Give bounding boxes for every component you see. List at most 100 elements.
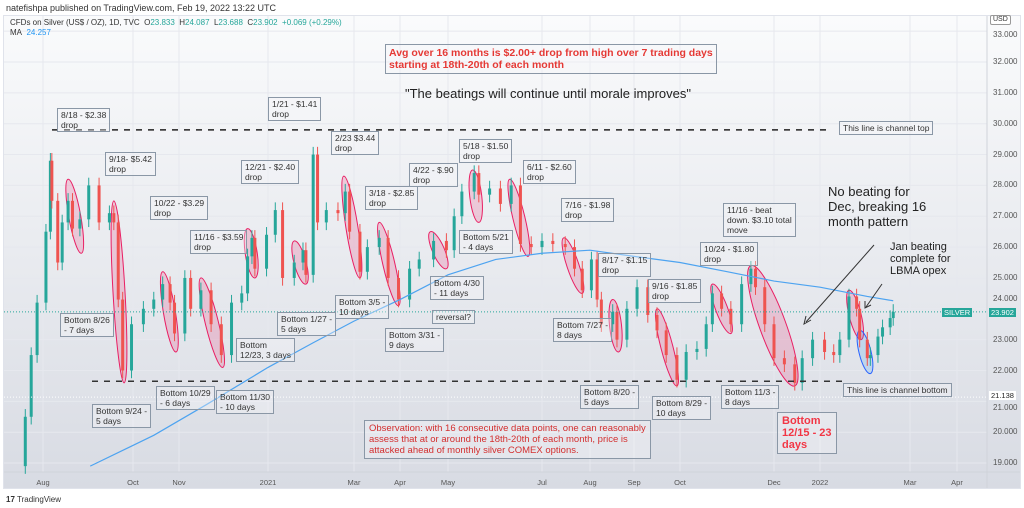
candle-body <box>695 348 699 352</box>
candle-body <box>664 330 668 356</box>
ma-label[interactable]: MA <box>10 28 22 37</box>
candle-body <box>498 188 502 204</box>
candle-body <box>250 237 254 257</box>
candle-body <box>518 185 522 245</box>
price-tick-label: 25.000 <box>993 272 1018 282</box>
close-value: 23.902 <box>253 18 278 27</box>
candle-body <box>589 259 593 291</box>
drop-zone-ellipse <box>291 240 309 285</box>
candle-body <box>563 244 567 248</box>
drop-annotation: 4/22 - $.90 drop <box>409 163 458 187</box>
candle-body <box>509 185 513 204</box>
candle-body <box>858 308 862 340</box>
drop-annotation: 11/16 - $3.59 drop <box>190 230 248 254</box>
currency-badge[interactable]: USD <box>990 15 1011 25</box>
candle-body <box>625 308 629 340</box>
candle-body <box>316 154 320 223</box>
candle-body <box>209 290 213 325</box>
candle-body <box>551 240 555 245</box>
bottom-annotation: Bottom 3/5 - 10 days <box>335 295 390 319</box>
candle-body <box>161 284 165 300</box>
high-value: 24.087 <box>185 18 210 27</box>
price-tick-label: 27.000 <box>993 211 1018 221</box>
candle-body <box>397 277 401 300</box>
close-label: C <box>247 18 254 27</box>
drop-annotation: 6/11 - $2.60 drop <box>523 160 576 184</box>
candle-body <box>311 154 315 275</box>
price-tick-label: 30.000 <box>993 118 1018 128</box>
time-tick-label: 2021 <box>259 478 277 487</box>
candle-body <box>292 262 296 278</box>
bottom-annotation: Bottom 4/30 - 11 days <box>430 276 484 300</box>
bottom-annotation: Bottom 9/24 - 5 days <box>92 404 152 428</box>
ma-value: 24.257 <box>26 28 51 37</box>
candle-body <box>646 287 650 315</box>
candle-body <box>800 358 804 383</box>
candle-body <box>615 311 619 340</box>
candle-body <box>838 339 842 356</box>
candle-body <box>675 355 679 380</box>
candle-body <box>529 244 533 248</box>
price-tick-label: 28.000 <box>993 180 1018 190</box>
time-tick-label: Apr <box>394 478 406 487</box>
price-tick-label: 21.000 <box>993 403 1018 413</box>
candle-body <box>199 290 203 309</box>
drop-annotation: 11/16 - beat down. $3.10 total move <box>723 203 796 237</box>
candle-body <box>432 240 436 260</box>
candle-body <box>684 351 688 380</box>
candle-body <box>71 200 75 229</box>
candle-body <box>868 355 872 359</box>
time-tick-label: Aug <box>583 478 597 487</box>
headline-annotation: Avg over 16 months is $2.00+ drop from h… <box>385 44 717 74</box>
candle-body <box>230 302 234 356</box>
candle-body <box>173 302 177 334</box>
drop-zone-ellipse <box>341 175 363 279</box>
marker-price-tag: 21.138 <box>989 391 1016 400</box>
time-tick-label: Jul <box>537 478 547 487</box>
candle-body <box>246 256 250 294</box>
candle-body <box>240 293 244 303</box>
candle-body <box>635 287 639 309</box>
observation-note: Observation: with 16 consecutive data po… <box>364 420 651 459</box>
candle-body <box>865 339 869 359</box>
drop-annotation: 8/17 - $1.15 drop <box>598 253 652 277</box>
symbol-price-tag: SILVER <box>942 308 973 317</box>
candle-body <box>116 222 120 300</box>
time-tick-label: Dec <box>767 478 781 487</box>
candle-body <box>832 351 836 356</box>
bottom-annotation: Bottom 12/15 - 23 days <box>777 412 837 454</box>
candle-body <box>87 185 91 220</box>
candle-body <box>365 247 369 272</box>
candle-body <box>580 268 584 291</box>
moving-average-line <box>89 249 894 467</box>
candle-body <box>281 210 285 278</box>
drop-annotation: 7/16 - $1.98 drop <box>561 198 615 222</box>
candle-body <box>219 324 223 356</box>
candle-body <box>891 311 895 319</box>
candle-body <box>823 339 827 352</box>
symbol-name: CFDs on Silver (US$ / OZ), 1D, TVC <box>10 18 140 27</box>
drop-annotation: 9/16 - $1.85 drop <box>648 279 702 303</box>
time-tick-label: Nov <box>172 478 186 487</box>
candle-body <box>50 160 54 201</box>
drop-annotation: 9/18- $5.42 drop <box>105 152 157 176</box>
time-tick-label: Sep <box>627 478 641 487</box>
candle-body <box>336 210 340 214</box>
candle-body <box>386 237 390 278</box>
candle-body <box>855 296 859 309</box>
candle-body <box>754 268 758 288</box>
candle-body <box>488 188 492 195</box>
candle-body <box>888 318 892 328</box>
tradingview-logo[interactable]: 17 TradingView <box>6 495 62 504</box>
arrow-line <box>865 283 883 308</box>
channel-bottom-label: This line is channel bottom <box>843 383 952 397</box>
candle-body <box>793 364 797 383</box>
high-label: H <box>179 18 186 27</box>
drop-annotation: 8/18 - $2.38 drop <box>57 108 111 132</box>
candle-body <box>477 173 481 195</box>
bottom-annotation: Bottom 5/21 - 4 days <box>459 230 513 254</box>
candle-body <box>29 355 33 417</box>
bottom-annotation: Bottom 7/27 - 8 days <box>553 318 613 342</box>
candle-body <box>472 173 476 192</box>
